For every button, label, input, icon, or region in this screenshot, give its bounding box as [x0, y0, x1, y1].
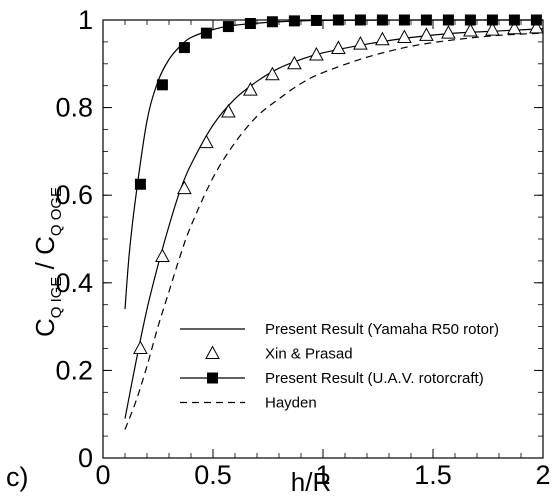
data-point — [486, 14, 498, 26]
data-point — [288, 15, 300, 27]
legend-label: Xin & Prasad — [265, 346, 353, 363]
series-group — [124, 14, 544, 430]
x-tick-label: 0.5 — [194, 460, 232, 490]
data-point — [397, 29, 412, 44]
data-point — [134, 178, 146, 190]
x-tick-label: 0 — [95, 460, 110, 490]
series-2 — [124, 14, 544, 310]
y-tick-label: 0.4 — [55, 268, 93, 298]
data-point — [133, 340, 148, 354]
legend: Present Result (Yamaha R50 rotor) Xin & P… — [180, 321, 499, 412]
data-point — [398, 14, 410, 26]
data-point — [485, 22, 500, 36]
data-point — [287, 55, 302, 70]
y-tick-label: 0 — [78, 443, 93, 473]
y-label-sub2: Q OGE — [48, 187, 65, 236]
data-point — [199, 134, 214, 149]
legend-swatch-marker — [207, 372, 218, 384]
series-3 — [124, 32, 544, 430]
data-point — [441, 25, 456, 39]
series-0 — [124, 28, 544, 419]
x-tick-label: 1 — [315, 460, 330, 490]
legend-item: Present Result (Yamaha R50 rotor) — [180, 321, 499, 338]
legend-item: Hayden — [180, 395, 317, 412]
x-tick-label: 2 — [535, 460, 550, 490]
series-line — [124, 32, 544, 430]
data-point — [265, 66, 280, 81]
panel-label: c) — [6, 462, 29, 492]
data-point — [464, 14, 476, 26]
legend-label: Present Result (Yamaha R50 rotor) — [265, 321, 499, 338]
data-point — [177, 180, 192, 195]
plot-area — [102, 19, 544, 459]
legend-label: Hayden — [265, 395, 317, 412]
y-tick-label: 1 — [78, 5, 93, 35]
x-tick-label: 1.5 — [414, 460, 452, 490]
data-point — [376, 14, 388, 26]
data-point — [178, 42, 190, 54]
y-tick-label: 0.8 — [55, 93, 93, 123]
data-point — [331, 40, 346, 54]
y-tick-label: 0.6 — [55, 180, 93, 210]
data-point — [309, 46, 324, 61]
data-point — [463, 22, 478, 37]
plot-frame — [102, 19, 544, 459]
y-label-c2: C — [30, 236, 60, 255]
data-point — [353, 36, 368, 50]
data-point — [243, 82, 258, 96]
data-point — [375, 31, 390, 46]
series-line — [124, 28, 544, 419]
data-point — [244, 18, 256, 30]
y-label-sub1: Q IGE — [48, 277, 65, 319]
y-tick-label: 0.2 — [55, 355, 93, 385]
legend-label: Present Result (U.A.V. rotorcraft) — [265, 370, 484, 387]
data-point — [310, 14, 322, 26]
tick-labels: 0 0.5 1 1.5 2 0 0.2 0.4 0.6 0.8 1 — [55, 5, 550, 490]
data-point — [200, 27, 212, 39]
series-1 — [133, 19, 544, 354]
data-point — [507, 20, 522, 35]
y-label-c1: C — [30, 318, 60, 337]
data-point — [156, 79, 168, 91]
series-line — [124, 19, 544, 310]
x-axis-label: h/R — [291, 467, 331, 497]
data-point — [222, 21, 234, 33]
data-point — [419, 27, 434, 41]
data-point — [332, 14, 344, 26]
data-point — [508, 14, 520, 26]
legend-item: Xin & Prasad — [205, 345, 353, 363]
data-point — [442, 14, 454, 26]
data-point — [530, 14, 542, 26]
data-point — [266, 16, 278, 28]
data-point — [221, 103, 236, 118]
legend-item: Present Result (U.A.V. rotorcraft) — [180, 370, 484, 387]
data-point — [420, 14, 432, 26]
data-point — [354, 14, 366, 26]
y-axis-label: CQ IGE / CQ OGE — [30, 187, 65, 337]
legend-swatch-marker — [205, 345, 220, 359]
data-point — [155, 248, 170, 263]
y-label-sep: / — [30, 255, 60, 277]
